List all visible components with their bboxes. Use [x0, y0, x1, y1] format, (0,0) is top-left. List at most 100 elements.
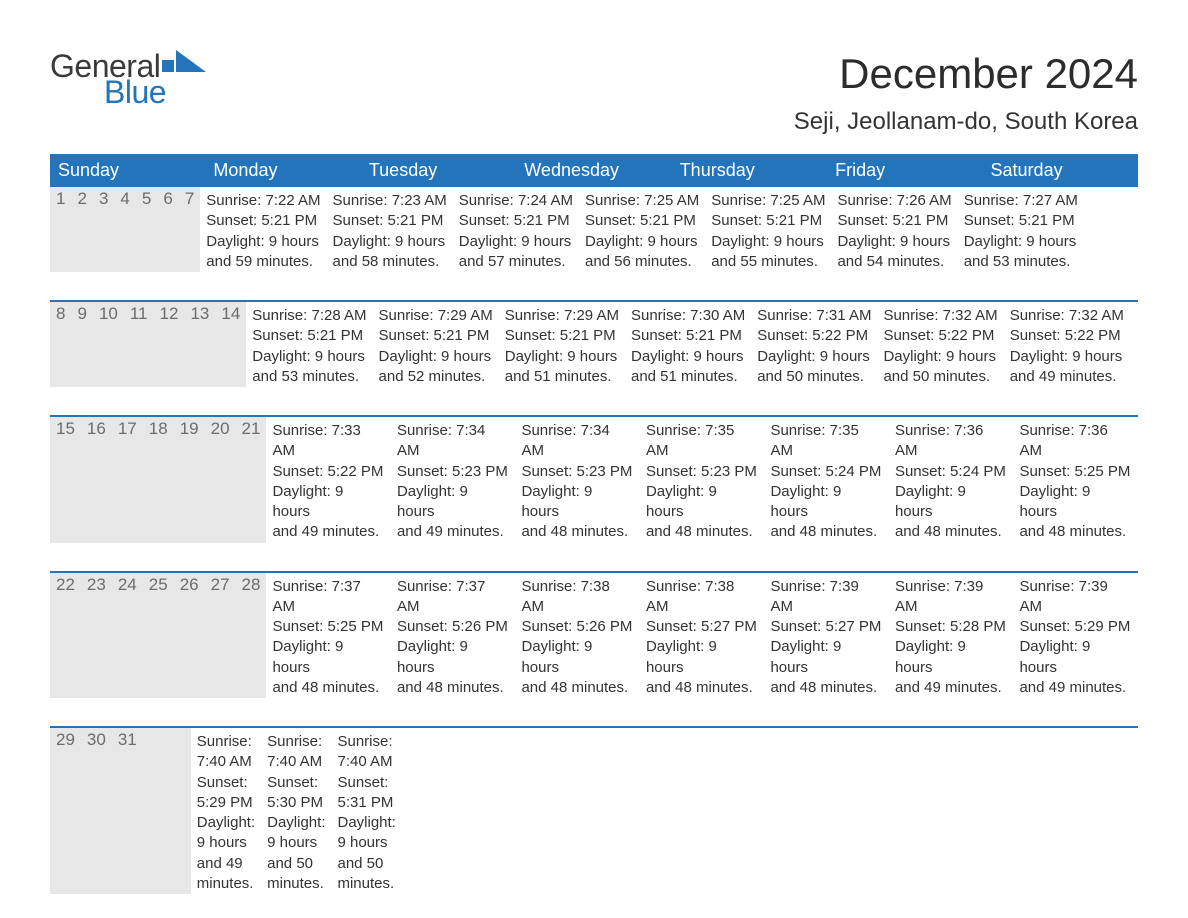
sunrise-line: Sunrise: 7:22 AM	[206, 191, 320, 211]
sunset-line: Sunset: 5:21 PM	[585, 211, 699, 231]
day-number-label	[167, 728, 179, 732]
sunrise-line: Sunrise: 7:40 AM	[267, 732, 325, 773]
day-cell	[510, 728, 564, 894]
day-number: 24	[112, 573, 143, 699]
daylight-line-1: Daylight: 9 hours	[521, 482, 634, 523]
day-cell: Sunrise: 7:38 AMSunset: 5:26 PMDaylight:…	[515, 573, 640, 699]
day-number: 12	[154, 302, 185, 387]
daylight-line-2: and 59 minutes.	[206, 252, 320, 272]
day-number: 16	[81, 417, 112, 543]
daylight-line-2: and 49 minutes.	[397, 522, 510, 542]
sunset-line: Sunset: 5:21 PM	[505, 326, 619, 346]
daylight-line-1: Daylight: 9 hours	[646, 482, 759, 523]
day-number: 30	[81, 728, 112, 894]
day-cell	[456, 728, 510, 894]
day-cell: Sunrise: 7:25 AMSunset: 5:21 PMDaylight:…	[705, 187, 831, 272]
sunrise-line: Sunrise: 7:25 AM	[585, 191, 699, 211]
sunrise-line: Sunrise: 7:40 AM	[337, 732, 395, 773]
daylight-line-1: Daylight: 9 hours	[711, 232, 825, 252]
daylight-line-2: and 57 minutes.	[459, 252, 573, 272]
daylight-line-1: Daylight: 9 hours	[397, 482, 510, 523]
day-number-label: 13	[184, 302, 215, 326]
daylight-line-2: and 48 minutes.	[895, 522, 1008, 542]
day-cell: Sunrise: 7:32 AMSunset: 5:22 PMDaylight:…	[1004, 302, 1130, 387]
sunset-line: Sunset: 5:30 PM	[267, 773, 325, 814]
daylight-line-2: and 48 minutes.	[521, 678, 634, 698]
day-number-label: 23	[81, 573, 112, 597]
sunset-line: Sunset: 5:27 PM	[770, 617, 883, 637]
daybody-row: Sunrise: 7:37 AMSunset: 5:25 PMDaylight:…	[266, 573, 1138, 699]
daylight-line-1: Daylight: 9 hours	[757, 347, 871, 367]
day-cell: Sunrise: 7:37 AMSunset: 5:26 PMDaylight:…	[391, 573, 516, 699]
day-number: 29	[50, 728, 81, 894]
daybody-row: Sunrise: 7:40 AMSunset: 5:29 PMDaylight:…	[191, 728, 618, 894]
page-title: December 2024	[794, 50, 1138, 98]
day-number-label: 9	[71, 302, 92, 326]
day-number-label: 6	[157, 187, 178, 211]
day-number-label: 4	[114, 187, 135, 211]
sunrise-line: Sunrise: 7:32 AM	[883, 306, 997, 326]
day-cell: Sunrise: 7:26 AMSunset: 5:21 PMDaylight:…	[831, 187, 957, 272]
calendar-week: 22232425262728Sunrise: 7:37 AMSunset: 5:…	[50, 571, 1138, 699]
calendar-week: 293031Sunrise: 7:40 AMSunset: 5:29 PMDay…	[50, 726, 1138, 894]
logo: General Blue	[50, 50, 206, 108]
daylight-line-2: and 48 minutes.	[397, 678, 510, 698]
daylight-line-2: and 49 minutes.	[1010, 367, 1124, 387]
daylight-line-2: and 58 minutes.	[333, 252, 447, 272]
day-cell: Sunrise: 7:38 AMSunset: 5:27 PMDaylight:…	[640, 573, 765, 699]
sunset-line: Sunset: 5:21 PM	[631, 326, 745, 346]
day-number: 10	[93, 302, 124, 387]
weekday-header: Monday	[205, 154, 360, 187]
daynum-row: 293031	[50, 728, 191, 894]
daylight-line-2: and 48 minutes.	[646, 678, 759, 698]
daylight-line-2: and 49 minutes.	[272, 522, 385, 542]
day-cell: Sunrise: 7:30 AMSunset: 5:21 PMDaylight:…	[625, 302, 751, 387]
sunrise-line: Sunrise: 7:26 AM	[837, 191, 951, 211]
sunset-line: Sunset: 5:23 PM	[521, 462, 634, 482]
daylight-line-1: Daylight: 9 hours	[895, 482, 1008, 523]
sunset-line: Sunset: 5:29 PM	[1019, 617, 1132, 637]
day-number-label: 24	[112, 573, 143, 597]
sunset-line: Sunset: 5:31 PM	[337, 773, 395, 814]
day-number-label: 17	[112, 417, 143, 441]
daylight-line-1: Daylight: 9 hours	[459, 232, 573, 252]
day-number-label: 21	[236, 417, 267, 441]
sunset-line: Sunset: 5:21 PM	[459, 211, 573, 231]
day-number-label: 29	[50, 728, 81, 752]
day-cell: Sunrise: 7:29 AMSunset: 5:21 PMDaylight:…	[373, 302, 499, 387]
daylight-line-1: Daylight: 9 hours	[770, 637, 883, 678]
weekday-header: Wednesday	[516, 154, 671, 187]
sunrise-line: Sunrise: 7:39 AM	[895, 577, 1008, 618]
day-number-label: 15	[50, 417, 81, 441]
day-cell: Sunrise: 7:36 AMSunset: 5:25 PMDaylight:…	[1013, 417, 1138, 543]
sunset-line: Sunset: 5:22 PM	[272, 462, 385, 482]
calendar-week: 1234567Sunrise: 7:22 AMSunset: 5:21 PMDa…	[50, 187, 1138, 272]
sunrise-line: Sunrise: 7:35 AM	[770, 421, 883, 462]
day-number-label: 12	[154, 302, 185, 326]
day-number: 20	[205, 417, 236, 543]
day-number: 26	[174, 573, 205, 699]
sunrise-line: Sunrise: 7:37 AM	[272, 577, 385, 618]
daylight-line-2: and 51 minutes.	[631, 367, 745, 387]
daylight-line-2: and 53 minutes.	[964, 252, 1078, 272]
day-number-label: 11	[124, 302, 154, 326]
day-number-label: 31	[112, 728, 143, 752]
sunset-line: Sunset: 5:21 PM	[964, 211, 1078, 231]
sunrise-line: Sunrise: 7:25 AM	[711, 191, 825, 211]
sunrise-line: Sunrise: 7:31 AM	[757, 306, 871, 326]
sunrise-line: Sunrise: 7:39 AM	[770, 577, 883, 618]
day-number-label: 20	[205, 417, 236, 441]
day-cell: Sunrise: 7:31 AMSunset: 5:22 PMDaylight:…	[751, 302, 877, 387]
daylight-line-1: Daylight: 9 hours	[1019, 482, 1132, 523]
day-number-label: 22	[50, 573, 81, 597]
day-cell: Sunrise: 7:29 AMSunset: 5:21 PMDaylight:…	[499, 302, 625, 387]
daylight-line-1: Daylight: 9 hours	[206, 232, 320, 252]
sunset-line: Sunset: 5:23 PM	[397, 462, 510, 482]
calendar: Sunday Monday Tuesday Wednesday Thursday…	[50, 154, 1138, 894]
daylight-line-2: and 48 minutes.	[770, 522, 883, 542]
day-cell: Sunrise: 7:34 AMSunset: 5:23 PMDaylight:…	[391, 417, 516, 543]
day-number-label	[155, 728, 167, 732]
daylight-line-2: and 48 minutes.	[646, 522, 759, 542]
day-cell	[402, 728, 456, 894]
daylight-line-1: Daylight: 9 hours	[895, 637, 1008, 678]
